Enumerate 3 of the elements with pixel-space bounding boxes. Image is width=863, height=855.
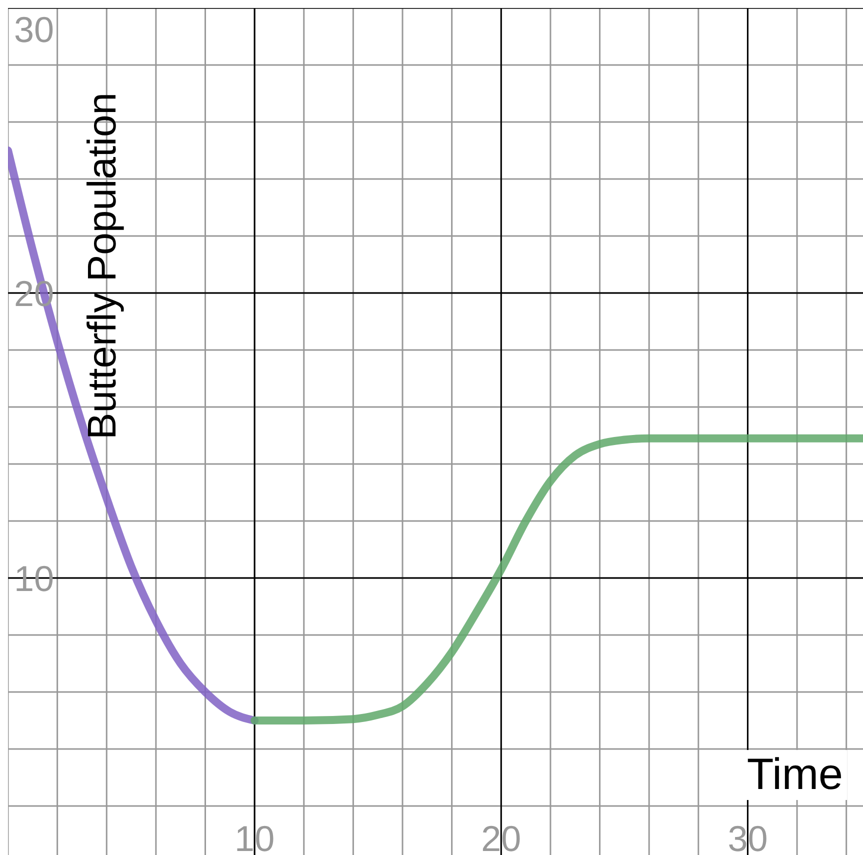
y-tick-label: 30 <box>14 9 54 50</box>
x-axis-title: Time <box>742 750 847 800</box>
y-axis-title: Butterfly Population <box>80 92 126 440</box>
